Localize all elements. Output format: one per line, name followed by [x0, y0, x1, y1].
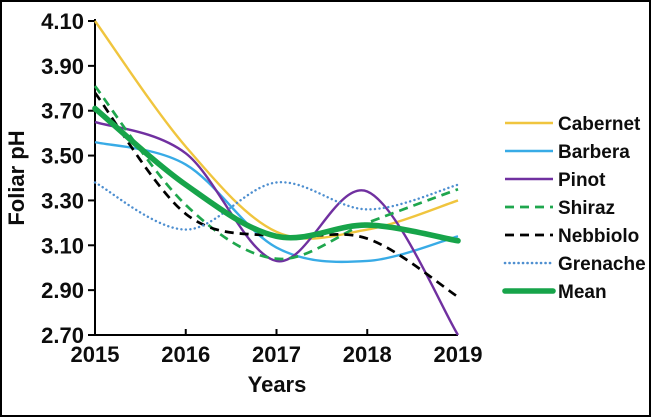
y-tick-label: 3.50	[41, 144, 84, 169]
series-line-grenache	[93, 181, 460, 231]
y-tick-label: 4.10	[41, 9, 84, 34]
y-tick-label: 2.70	[41, 323, 84, 348]
series-line-barbera	[94, 140, 459, 264]
y-axis-tick-labels: 2.70 2.90 3.10 3.30 3.50 3.70 3.90 4.10	[41, 9, 84, 348]
legend-item-barbera: Barbera	[505, 142, 630, 163]
legend-item-nebbiolo: Nebbiolo	[505, 226, 639, 247]
series-line-pinot	[94, 120, 460, 336]
legend-item-cabernet: Cabernet	[505, 114, 641, 135]
series-line-nebbiolo	[93, 91, 459, 299]
legend-label: Cabernet	[558, 114, 641, 135]
series-line-cabernet	[94, 20, 459, 240]
x-axis-ticks	[184, 329, 369, 335]
x-axis-tick-labels: 2015 2016 2017 2018 2019	[71, 342, 483, 367]
x-tick-label: 2016	[161, 342, 210, 367]
y-tick-label: 3.30	[41, 188, 84, 213]
y-tick-label: 3.10	[41, 233, 84, 258]
axis-lines	[94, 19, 458, 336]
legend-label: Pinot	[558, 170, 606, 191]
x-tick-label: 2017	[252, 342, 301, 367]
legend-label: Nebbiolo	[558, 226, 639, 247]
y-axis-title: Foliar pH	[4, 130, 29, 225]
x-tick-label: 2018	[343, 342, 392, 367]
y-tick-label: 3.90	[41, 54, 84, 79]
legend-item-shiraz: Shiraz	[505, 198, 615, 219]
y-tick-label: 3.70	[41, 99, 84, 124]
legend-label: Shiraz	[558, 198, 615, 219]
x-tick-label: 2019	[434, 342, 483, 367]
series-line-mean	[92, 105, 461, 244]
x-axis-title: Years	[248, 372, 307, 397]
y-tick-label: 2.90	[41, 278, 84, 303]
series-line-shiraz	[93, 85, 459, 261]
legend-item-mean: Mean	[502, 282, 607, 303]
legend-label: Barbera	[558, 142, 630, 163]
series-lines	[92, 20, 461, 336]
legend-label: Grenache	[558, 254, 646, 275]
legend: Cabernet Barbera Pinot Shiraz Nebbiolo Grenac…	[502, 114, 646, 303]
y-axis-ticks	[88, 20, 95, 336]
legend-label: Mean	[558, 282, 607, 303]
x-tick-label: 2015	[71, 342, 120, 367]
legend-item-pinot: Pinot	[505, 170, 606, 191]
legend-item-grenache: Grenache	[503, 254, 646, 275]
axes: 2.702.903.103.303.503.703.904.10 2015 201…	[4, 9, 482, 397]
